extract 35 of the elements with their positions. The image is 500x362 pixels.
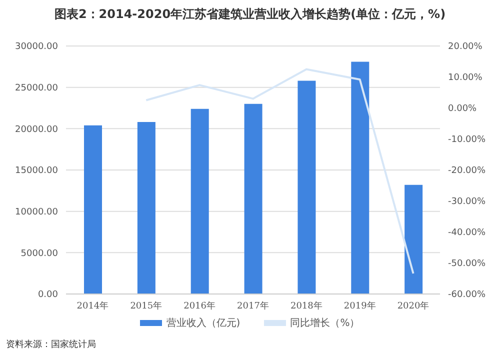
y-tick-label: 10000.00 [15,208,58,218]
x-tick-label: 2014年 [76,300,109,312]
y-tick-label: 15000.00 [15,166,58,176]
x-tick-label: 2016年 [184,300,216,312]
y2-tick-label: -60.00% [448,290,486,300]
x-tick-label: 2017年 [237,300,269,312]
y2-tick-label: -40.00% [448,228,486,238]
y-tick-label: 20000.00 [15,124,58,135]
bar [84,125,102,294]
bar [244,104,262,294]
x-tick-label: 2019年 [344,300,376,312]
bar [404,184,423,294]
bar [190,108,209,294]
bar [137,122,156,294]
y-tick-label: 25000.00 [15,84,58,94]
y2-tick-label: -30.00% [448,197,486,208]
y2-tick-label: 10.00% [448,73,483,84]
chart-title: 图表2：2014-2020年江苏省建筑业营业收入增长趋势(单位：亿元，%) [53,6,447,23]
y2-tick-label: 20.00% [448,42,483,52]
text: 资料来源：国家统计局 [6,338,96,351]
legend-label: 营业收入（亿元) [166,316,240,330]
legend-label: 同比增长（%） [290,316,360,330]
bar [351,62,370,294]
y-tick-label: 5000.00 [20,248,58,259]
y2-tick-label: -10.00% [448,135,486,146]
x-tick-label: 2015年 [130,300,162,312]
y2-tick-label: -50.00% [448,259,486,270]
y-tick-label: 30000.00 [15,42,58,52]
y-tick-label: 0.00 [38,290,58,300]
x-tick-label: 2020年 [397,300,430,312]
y2-tick-label: 0.00% [448,104,478,114]
x-tick-label: 2018年 [290,300,322,312]
line-series [145,68,414,275]
bar [298,80,316,294]
y2-tick-label: -20.00% [448,166,486,176]
